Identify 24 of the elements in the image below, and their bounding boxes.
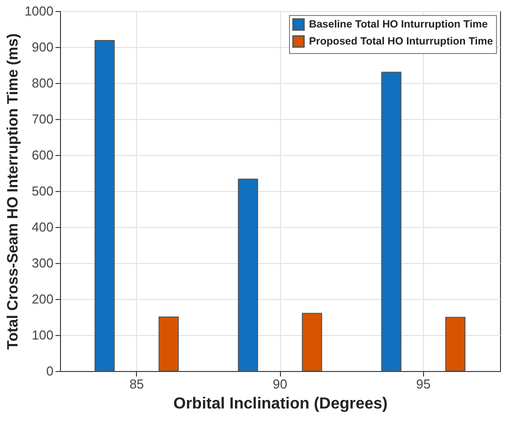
y-tick-label: 800 xyxy=(32,76,54,90)
y-tick-label: 0 xyxy=(46,364,54,378)
bar xyxy=(381,72,402,372)
bar xyxy=(158,316,179,372)
y-tick-label: 500 xyxy=(32,184,54,198)
legend-label: Baseline Total HO Inturruption Time xyxy=(309,18,488,30)
y-tick-label: 400 xyxy=(32,220,54,234)
x-tick-label: 95 xyxy=(416,376,431,392)
legend-label: Proposed Total HO Inturruption Time xyxy=(309,36,494,48)
y-tick-label: 900 xyxy=(32,40,54,54)
y-axis-title: Total Cross-Seam HO Interruption Time (ms) xyxy=(4,33,22,350)
bar xyxy=(94,40,115,372)
x-tick-label: 90 xyxy=(272,376,288,392)
x-axis-title: Orbital Inclination (Degrees) xyxy=(173,396,388,412)
bar xyxy=(302,312,322,372)
y-tick-label: 200 xyxy=(32,292,54,306)
y-tick-label: 700 xyxy=(32,112,54,126)
y-tick-label: 1000 xyxy=(24,4,54,18)
bar xyxy=(238,178,258,372)
y-tick-label: 100 xyxy=(32,328,54,342)
bar xyxy=(445,316,466,372)
x-tick-label: 85 xyxy=(129,376,144,392)
y-tick-label: 600 xyxy=(32,148,54,162)
y-tick-label: 300 xyxy=(32,256,54,270)
